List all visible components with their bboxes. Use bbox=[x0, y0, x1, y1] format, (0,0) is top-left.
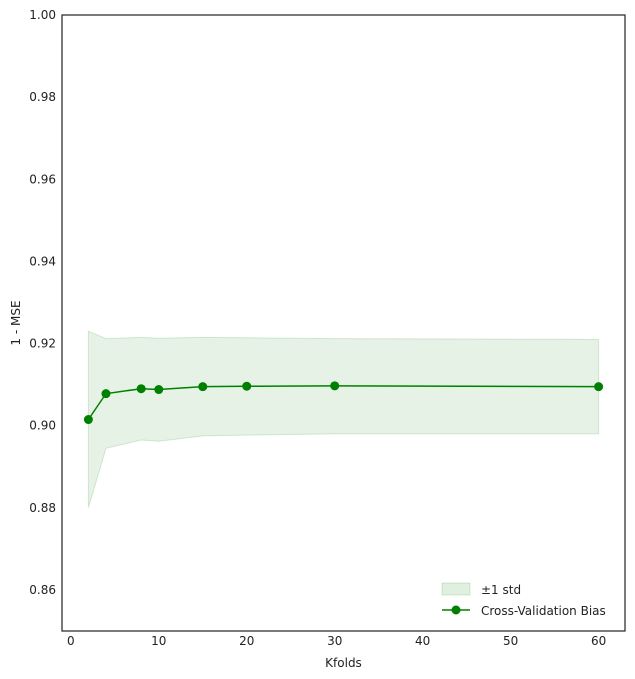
x-axis-title: Kfolds bbox=[325, 656, 362, 670]
legend-band-swatch bbox=[441, 582, 471, 596]
y-tick-label: 0.92 bbox=[29, 337, 56, 351]
y-tick-label: 0.94 bbox=[29, 254, 56, 268]
plot-frame bbox=[61, 14, 626, 632]
plot-area bbox=[62, 15, 625, 631]
y-tick-label: 1.00 bbox=[29, 8, 56, 22]
x-tick-label: 20 bbox=[239, 634, 254, 648]
x-tick-label: 60 bbox=[591, 634, 606, 648]
series-point bbox=[242, 381, 252, 391]
y-tick-label: 0.90 bbox=[29, 419, 56, 433]
y-axis-title: 1 - MSE bbox=[9, 300, 23, 345]
series-point bbox=[594, 382, 604, 392]
x-tick-label: 30 bbox=[327, 634, 342, 648]
series-point bbox=[198, 382, 208, 392]
legend-band-label: ±1 std bbox=[481, 583, 521, 597]
y-tick-label: 0.88 bbox=[29, 501, 56, 515]
std-band bbox=[87, 330, 600, 508]
legend-series-marker bbox=[451, 605, 461, 615]
x-tick-label: 10 bbox=[151, 634, 166, 648]
series-point bbox=[101, 389, 111, 399]
series-layer bbox=[83, 381, 604, 425]
x-tick-label: 50 bbox=[503, 634, 518, 648]
series-point bbox=[83, 415, 93, 425]
y-tick-labels: 0.86 0.88 0.90 0.92 0.94 0.96 0.98 1.00 bbox=[29, 8, 56, 597]
series-line bbox=[87, 385, 599, 420]
series-point bbox=[330, 381, 340, 391]
std-band-layer bbox=[87, 330, 600, 508]
legend-series-label: Cross-Validation Bias bbox=[481, 604, 606, 618]
x-tick-label: 40 bbox=[415, 634, 430, 648]
legend: ±1 std Cross-Validation Bias bbox=[441, 582, 606, 618]
series-point bbox=[154, 385, 164, 395]
x-tick-label: 0 bbox=[67, 634, 75, 648]
y-tick-label: 0.96 bbox=[29, 172, 56, 186]
y-tick-label: 0.86 bbox=[29, 583, 56, 597]
y-tick-label: 0.98 bbox=[29, 90, 56, 104]
series-point bbox=[136, 384, 146, 394]
x-tick-labels: 0 10 20 30 40 50 60 bbox=[67, 634, 606, 648]
